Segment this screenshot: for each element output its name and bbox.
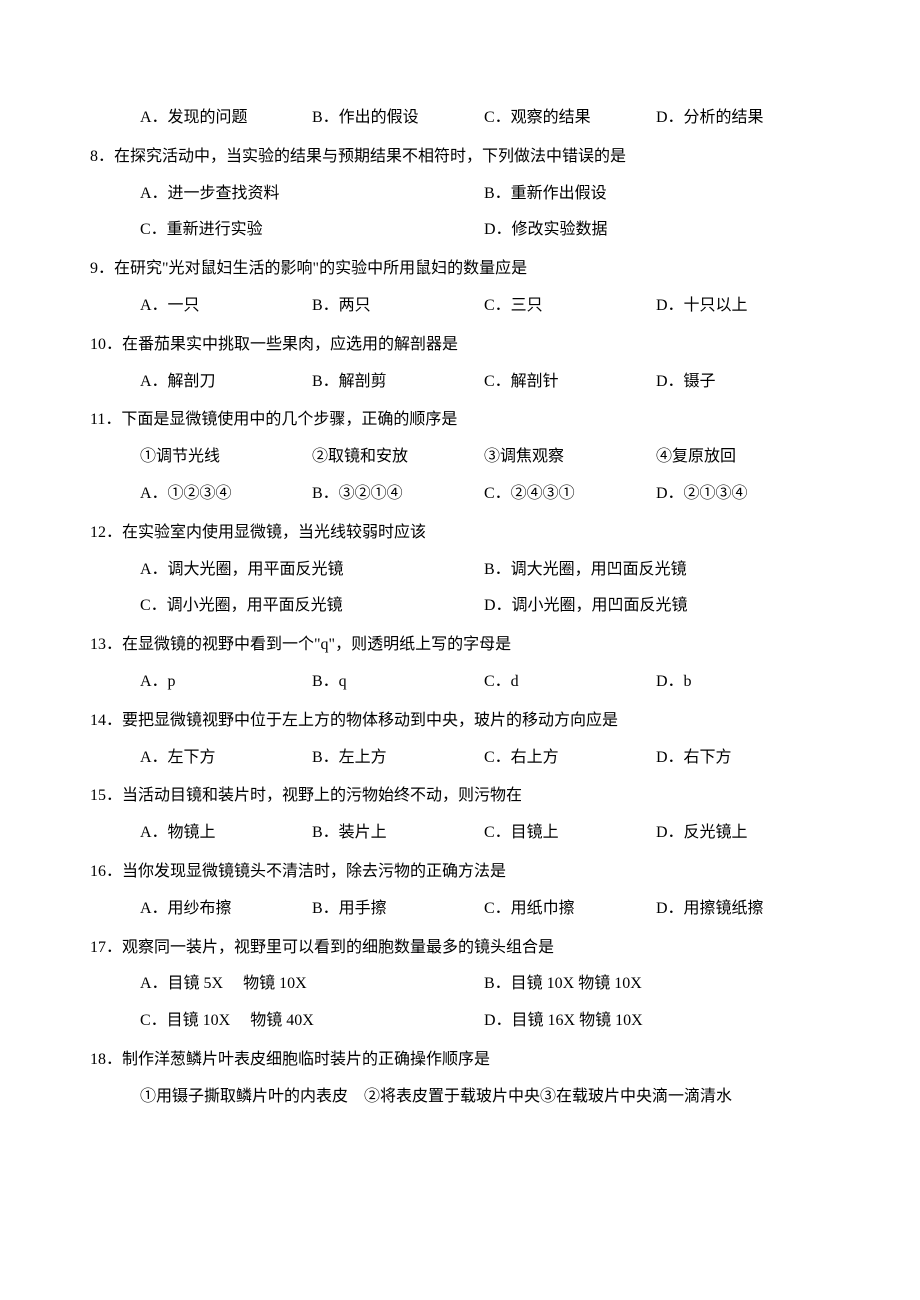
- option-d: D．②①③④: [656, 476, 748, 513]
- option-c: C．右上方: [484, 740, 656, 777]
- option-d: D．右下方: [656, 740, 732, 777]
- question-stem: 14．要把显微镜视野中位于左上方的物体移动到中央，玻片的移动方向应是: [90, 703, 830, 740]
- options-row: C．调小光圈，用平面反光镜D．调小光圈，用凹面反光镜: [90, 588, 830, 625]
- option-d: D．b: [656, 664, 692, 701]
- option-b: B．装片上: [312, 815, 484, 852]
- options-row: A．一只B．两只C．三只D．十只以上: [90, 288, 830, 325]
- option-d: D．反光镜上: [656, 815, 748, 852]
- question-9: 9．在研究"光对鼠妇生活的影响"的实验中所用鼠妇的数量应是A．一只B．两只C．三…: [90, 251, 830, 325]
- option-b: B．q: [312, 664, 484, 701]
- steps-line: ①用镊子撕取鳞片叶的内表皮 ②将表皮置于载玻片中央③在载玻片中央滴一滴清水: [90, 1079, 830, 1116]
- question-stem: 18．制作洋葱鳞片叶表皮细胞临时装片的正确操作顺序是: [90, 1042, 830, 1079]
- options-row: A．左下方B．左上方C．右上方D．右下方: [90, 740, 830, 777]
- option-c: C．用纸巾擦: [484, 891, 656, 928]
- option-b: B．调大光圈，用凹面反光镜: [484, 552, 687, 589]
- options-row: A．调大光圈，用平面反光镜B．调大光圈，用凹面反光镜: [90, 552, 830, 589]
- option-d: D．用擦镜纸擦: [656, 891, 764, 928]
- question-11: 11．下面是显微镜使用中的几个步骤，正确的顺序是①调节光线②取镜和安放③调焦观察…: [90, 402, 830, 512]
- option-b: B．左上方: [312, 740, 484, 777]
- question-stem: 10．在番茄果实中挑取一些果肉，应选用的解剖器是: [90, 327, 830, 364]
- question-16: 16．当你发现显微镜镜头不清洁时，除去污物的正确方法是A．用纱布擦B．用手擦C．…: [90, 854, 830, 928]
- option-b: B．作出的假设: [312, 100, 484, 137]
- option-b: B．解剖剪: [312, 364, 484, 401]
- option-c: C．观察的结果: [484, 100, 656, 137]
- question-8: 8．在探究活动中，当实验的结果与预期结果不相符时，下列做法中错误的是A．进一步查…: [90, 139, 830, 249]
- option-c: C．目镜上: [484, 815, 656, 852]
- option-d: D．调小光圈，用凹面反光镜: [484, 588, 688, 625]
- option-a: A．解剖刀: [140, 364, 312, 401]
- option-a: A．①②③④: [140, 476, 312, 513]
- option-c: C．重新进行实验: [140, 212, 484, 249]
- option-d: D．分析的结果: [656, 100, 764, 137]
- option-a: A．调大光圈，用平面反光镜: [140, 552, 484, 589]
- option-a: A．目镜 5X 物镜 10X: [140, 966, 484, 1003]
- option-b: B．③②①④: [312, 476, 484, 513]
- question-10: 10．在番茄果实中挑取一些果肉，应选用的解剖器是A．解剖刀B．解剖剪C．解剖针D…: [90, 327, 830, 401]
- option-c: C．三只: [484, 288, 656, 325]
- option-b: B．两只: [312, 288, 484, 325]
- option-a: A．p: [140, 664, 312, 701]
- option-a: A．一只: [140, 288, 312, 325]
- question-12: 12．在实验室内使用显微镜，当光线较弱时应该A．调大光圈，用平面反光镜B．调大光…: [90, 515, 830, 625]
- question-stem: 13．在显微镜的视野中看到一个"q"，则透明纸上写的字母是: [90, 627, 830, 664]
- option-b: B．重新作出假设: [484, 176, 607, 213]
- question-stem: 15．当活动目镜和装片时，视野上的污物始终不动，则污物在: [90, 778, 830, 815]
- option-d: D．修改实验数据: [484, 212, 608, 249]
- option-c: C．②④③①: [484, 476, 656, 513]
- question-13: 13．在显微镜的视野中看到一个"q"，则透明纸上写的字母是A．pB．qC．dD．…: [90, 627, 830, 701]
- option-c: C．目镜 10X 物镜 40X: [140, 1003, 484, 1040]
- option-c: C．d: [484, 664, 656, 701]
- question-14: 14．要把显微镜视野中位于左上方的物体移动到中央，玻片的移动方向应是A．左下方B…: [90, 703, 830, 777]
- options-row: A．①②③④B．③②①④C．②④③①D．②①③④: [90, 476, 830, 513]
- option-a: A．用纱布擦: [140, 891, 312, 928]
- option-d: D．镊子: [656, 364, 716, 401]
- step: ③调焦观察: [484, 439, 656, 476]
- option-d: D．十只以上: [656, 288, 748, 325]
- option-a: A．左下方: [140, 740, 312, 777]
- question-stem: 11．下面是显微镜使用中的几个步骤，正确的顺序是: [90, 402, 830, 439]
- option-c: C．调小光圈，用平面反光镜: [140, 588, 484, 625]
- options-row: A．解剖刀B．解剖剪C．解剖针D．镊子: [90, 364, 830, 401]
- question-15: 15．当活动目镜和装片时，视野上的污物始终不动，则污物在A．物镜上B．装片上C．…: [90, 778, 830, 852]
- option-d: D．目镜 16X 物镜 10X: [484, 1003, 643, 1040]
- step: ②取镜和安放: [312, 439, 484, 476]
- question-stem: 9．在研究"光对鼠妇生活的影响"的实验中所用鼠妇的数量应是: [90, 251, 830, 288]
- options-row: A．目镜 5X 物镜 10XB．目镜 10X 物镜 10X: [90, 966, 830, 1003]
- question-stem: 17．观察同一装片，视野里可以看到的细胞数量最多的镜头组合是: [90, 930, 830, 967]
- question-fragment: A．发现的问题B．作出的假设C．观察的结果D．分析的结果: [90, 100, 830, 137]
- options-row: C．目镜 10X 物镜 40XD．目镜 16X 物镜 10X: [90, 1003, 830, 1040]
- step: ④复原放回: [656, 439, 736, 476]
- option-c: C．解剖针: [484, 364, 656, 401]
- options-row: A．pB．qC．dD．b: [90, 664, 830, 701]
- options-row: A．用纱布擦B．用手擦C．用纸巾擦D．用擦镜纸擦: [90, 891, 830, 928]
- option-b: B．用手擦: [312, 891, 484, 928]
- option-b: B．目镜 10X 物镜 10X: [484, 966, 642, 1003]
- options-row: A．物镜上B．装片上C．目镜上D．反光镜上: [90, 815, 830, 852]
- question-stem: 16．当你发现显微镜镜头不清洁时，除去污物的正确方法是: [90, 854, 830, 891]
- options-row: A．发现的问题B．作出的假设C．观察的结果D．分析的结果: [90, 100, 830, 137]
- question-18: 18．制作洋葱鳞片叶表皮细胞临时装片的正确操作顺序是①用镊子撕取鳞片叶的内表皮 …: [90, 1042, 830, 1116]
- exam-content: A．发现的问题B．作出的假设C．观察的结果D．分析的结果8．在探究活动中，当实验…: [90, 100, 830, 1116]
- question-stem: 8．在探究活动中，当实验的结果与预期结果不相符时，下列做法中错误的是: [90, 139, 830, 176]
- question-17: 17．观察同一装片，视野里可以看到的细胞数量最多的镜头组合是A．目镜 5X 物镜…: [90, 930, 830, 1040]
- steps-row: ①调节光线②取镜和安放③调焦观察④复原放回: [90, 439, 830, 476]
- options-row: A．进一步查找资料B．重新作出假设: [90, 176, 830, 213]
- options-row: C．重新进行实验D．修改实验数据: [90, 212, 830, 249]
- step: ①调节光线: [140, 439, 312, 476]
- option-a: A．发现的问题: [140, 100, 312, 137]
- option-a: A．进一步查找资料: [140, 176, 484, 213]
- question-stem: 12．在实验室内使用显微镜，当光线较弱时应该: [90, 515, 830, 552]
- option-a: A．物镜上: [140, 815, 312, 852]
